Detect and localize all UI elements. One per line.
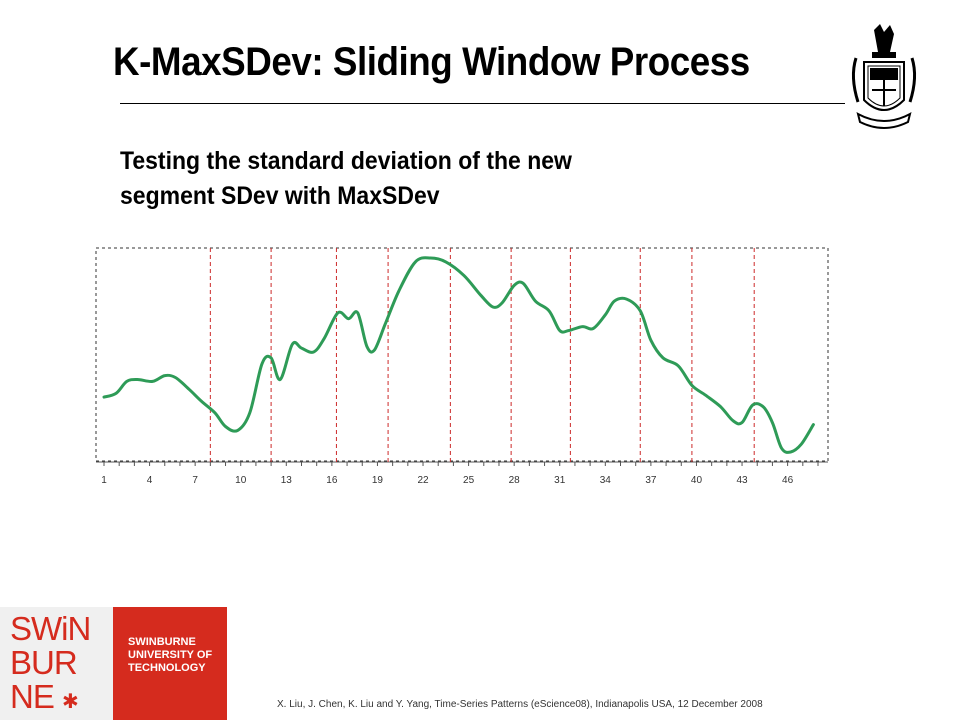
x-tick-label: 46	[782, 475, 794, 486]
x-tick-label: 34	[600, 475, 612, 486]
x-tick-label: 28	[509, 475, 521, 486]
title-underline	[120, 103, 845, 104]
x-tick-label: 22	[417, 475, 429, 486]
university-name-line-3: TECHNOLOGY	[128, 662, 206, 674]
slide-title: K-MaxSDev: Sliding Window Process	[113, 40, 750, 84]
wordmark-line-2: BUR	[10, 644, 78, 681]
x-tick-label: 43	[736, 475, 748, 486]
swinburne-logo-mark	[0, 607, 113, 720]
subtitle-line-2: segment SDev with MaxSDev	[120, 182, 440, 210]
x-axis-ticks	[103, 462, 819, 466]
swinburne-wordmark: SWiN BUR NE ✱	[10, 612, 110, 719]
university-name-line-2: UNIVERSITY OF	[128, 649, 213, 661]
x-axis-labels: 1 4 7 10 13 16 19 22 25 28 31 34 37 40 43 46	[101, 475, 793, 486]
x-tick-label: 40	[691, 475, 703, 486]
x-tick-label: 7	[192, 475, 198, 486]
wordmark-line-1: SWiN	[10, 610, 91, 647]
x-tick-label: 19	[372, 475, 384, 486]
x-tick-label: 31	[554, 475, 566, 486]
x-tick-label: 10	[235, 475, 247, 486]
wordmark-line-3: NE ✱	[10, 678, 79, 715]
slide-subtitle: Testing the standard deviation of the ne…	[120, 144, 635, 214]
x-tick-label: 1	[101, 475, 107, 486]
plot-frame	[95, 247, 829, 462]
swinburne-logo-panel	[113, 607, 227, 720]
x-tick-label: 25	[463, 475, 475, 486]
x-tick-label: 4	[147, 475, 153, 486]
university-name-line-1: SWINBURNE	[128, 636, 196, 648]
x-tick-label: 16	[326, 475, 338, 486]
x-tick-label: 37	[645, 475, 657, 486]
citation-footer: X. Liu, J. Chen, K. Liu and Y. Yang, Tim…	[277, 699, 763, 710]
series-line	[102, 256, 815, 454]
university-crest-icon	[851, 24, 917, 129]
x-tick-label: 13	[281, 475, 293, 486]
window-boundaries	[209, 248, 755, 462]
subtitle-line-1: Testing the standard deviation of the ne…	[120, 147, 572, 175]
university-name: SWINBURNE UNIVERSITY OF TECHNOLOGY	[128, 636, 223, 675]
